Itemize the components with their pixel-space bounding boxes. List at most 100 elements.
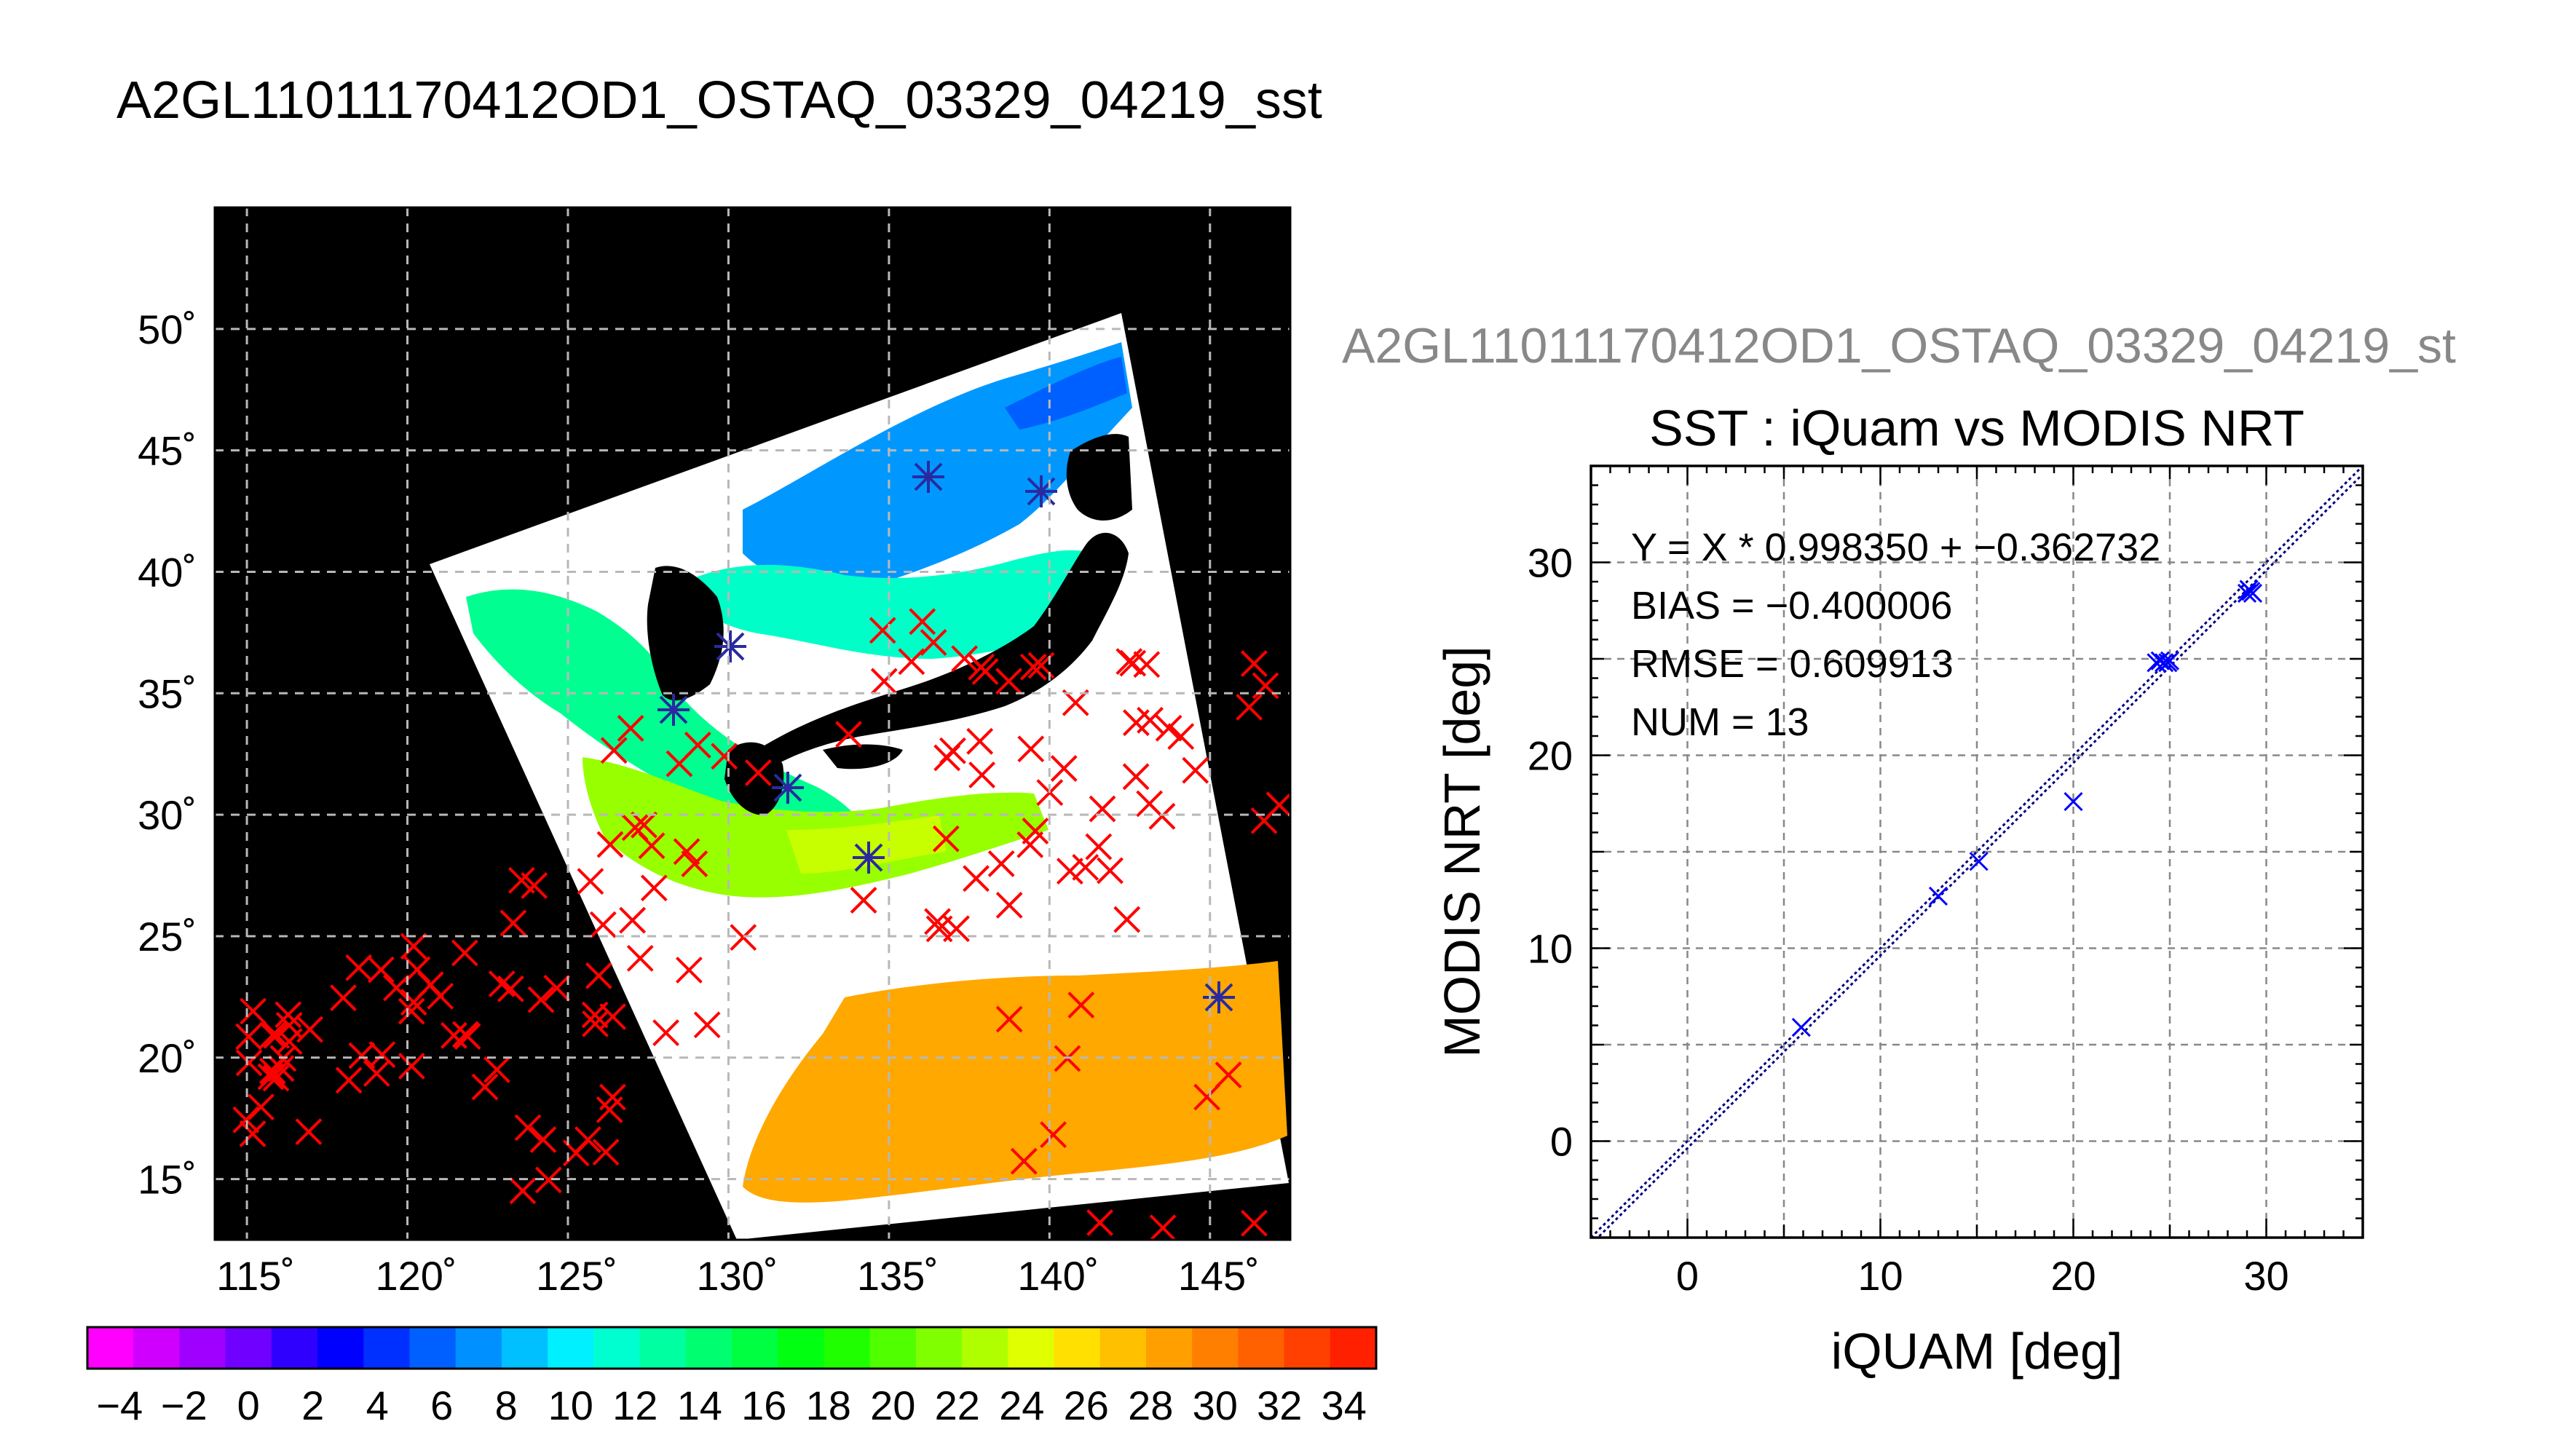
sst-region-kuroshio	[786, 815, 947, 874]
map-lon-label: 130˚	[696, 1253, 778, 1299]
colorbar-cell	[363, 1327, 410, 1369]
colorbar-cell	[225, 1327, 272, 1369]
red-marker	[617, 714, 644, 742]
colorbar-tick-label: −2	[161, 1382, 208, 1428]
red-marker	[367, 956, 395, 984]
map-lon-label: 140˚	[1017, 1253, 1099, 1299]
blue-matchup-markers	[657, 461, 1235, 1013]
map-lat-label: 50˚	[138, 306, 197, 352]
fit-line	[1596, 473, 2363, 1238]
blue-marker	[714, 630, 746, 662]
bias-text: BIAS = −0.400006	[1631, 584, 1952, 628]
red-marker	[599, 1083, 626, 1111]
red-marker	[1122, 763, 1150, 791]
colorbar-tick-label: 10	[548, 1382, 593, 1428]
red-marker	[400, 933, 427, 960]
scatter-y-tick-label: 20	[1528, 733, 1573, 779]
red-marker	[631, 811, 657, 839]
blue-marker	[1203, 981, 1235, 1013]
red-marker	[589, 911, 617, 938]
red-marker	[1182, 756, 1209, 784]
scatter-x-axis-label: iQUAM [deg]	[1831, 1323, 2123, 1380]
red-marker	[335, 1067, 363, 1094]
red-marker	[363, 1060, 390, 1087]
red-marker	[963, 865, 990, 893]
scatter-y-tick-label: 30	[1528, 540, 1573, 586]
red-marker	[248, 1093, 275, 1121]
red-marker	[850, 887, 877, 914]
colorbar-cell	[778, 1327, 824, 1369]
colorbar-tick-label: −4	[96, 1382, 143, 1428]
red-marker	[1097, 857, 1124, 885]
red-marker	[898, 648, 925, 676]
red-marker	[599, 1003, 627, 1030]
map-lat-label: 20˚	[138, 1035, 197, 1081]
red-marker	[398, 1053, 425, 1080]
colorbar-cell	[1330, 1327, 1377, 1369]
colorbar-cell	[548, 1327, 594, 1369]
red-marker	[730, 924, 757, 951]
fit-equation-text: Y = X * 0.998350 + −0.362732	[1631, 526, 2160, 569]
map-lat-label: 30˚	[138, 792, 197, 838]
red-marker	[711, 743, 738, 770]
red-marker	[621, 814, 649, 842]
red-marker	[1236, 693, 1263, 721]
scatter-point	[2237, 583, 2257, 603]
colorbar-tick-label: 32	[1257, 1382, 1302, 1428]
num-text: NUM = 13	[1631, 700, 1809, 744]
red-marker	[951, 645, 979, 673]
red-marker	[1241, 1209, 1268, 1237]
colorbar-cell	[271, 1327, 318, 1369]
scatter-y-tick-labels: 0 10 20 30	[1528, 540, 1573, 1165]
map-lon-label: 120˚	[375, 1253, 457, 1299]
red-marker	[626, 944, 654, 972]
colorbar-cell	[1238, 1327, 1285, 1369]
red-matchup-markers	[232, 608, 1290, 1240]
sst-field	[466, 342, 1287, 1203]
red-marker	[263, 1021, 291, 1049]
land-hokkaido	[1066, 434, 1132, 521]
colorbar-tick-label: 18	[806, 1382, 851, 1428]
red-marker	[427, 982, 454, 1010]
colorbar-cell	[685, 1327, 732, 1369]
colorbar-tick-label: 14	[677, 1382, 722, 1428]
red-marker	[675, 957, 703, 984]
red-marker	[257, 1063, 285, 1091]
colorbar-cell	[1192, 1327, 1239, 1369]
rmse-text: RMSE = 0.609913	[1631, 642, 1954, 686]
map-longitude-labels: 115˚ 120˚ 125˚ 130˚ 135˚ 140˚ 145˚	[216, 1253, 1260, 1299]
colorbar-tick-label: 8	[495, 1382, 518, 1428]
colorbar-tick-label: 22	[935, 1382, 980, 1428]
colorbar-cell	[317, 1327, 364, 1369]
red-marker	[497, 975, 524, 1002]
map-lon-label: 135˚	[857, 1253, 939, 1299]
scatter-point	[1791, 1018, 1811, 1037]
red-marker	[1240, 650, 1268, 677]
red-marker	[275, 1028, 303, 1055]
land-honshu	[757, 532, 1129, 772]
red-marker	[330, 984, 357, 1012]
colorbar-tick-label: 30	[1193, 1382, 1238, 1428]
red-marker	[527, 986, 555, 1013]
red-marker	[966, 727, 994, 755]
red-marker	[296, 1016, 323, 1043]
red-marker	[235, 1049, 263, 1077]
colorbar-tick-label: 24	[999, 1382, 1044, 1428]
red-marker	[1062, 689, 1089, 716]
colorbar-cell	[824, 1327, 871, 1369]
red-marker	[400, 989, 427, 1016]
stats-box: Y = X * 0.998350 + −0.362732 BIAS = −0.4…	[1631, 526, 2160, 744]
red-marker	[529, 1126, 557, 1153]
red-marker	[995, 668, 1022, 695]
one-to-one-line	[1591, 466, 2363, 1238]
scatter-grid	[1591, 466, 2363, 1238]
scatter-point	[2160, 651, 2180, 670]
red-marker	[1016, 831, 1044, 858]
colorbar-cell	[1054, 1327, 1101, 1369]
red-marker	[995, 891, 1023, 919]
red-marker	[987, 850, 1015, 877]
scatter-frame	[1590, 464, 2364, 1239]
red-marker	[543, 974, 571, 1002]
red-marker	[1086, 1209, 1113, 1236]
